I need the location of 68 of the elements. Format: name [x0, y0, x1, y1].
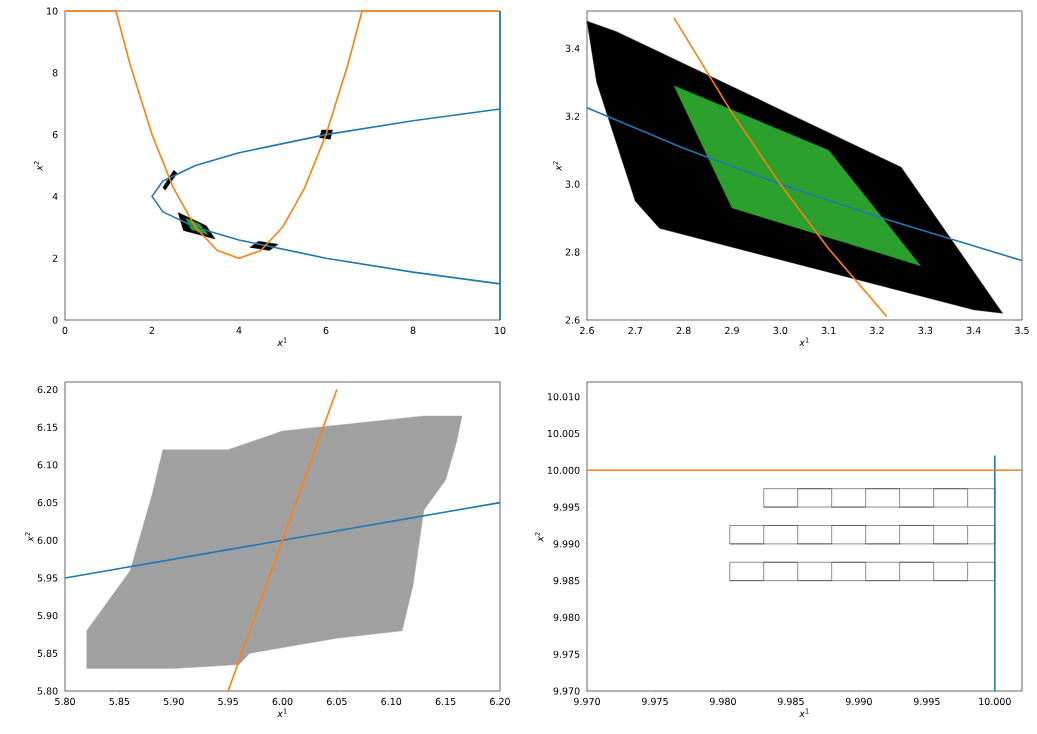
x-tick-label: 5.90: [163, 697, 184, 706]
x-tick-label: 3.0: [773, 326, 788, 335]
x-tick-label: 3.2: [870, 326, 884, 335]
y-tick-label: 6.05: [37, 499, 58, 507]
y-tick-label: 3.4: [565, 44, 580, 52]
x-tick-label: 6: [323, 326, 329, 335]
x-tick-label: 0: [62, 326, 68, 335]
y-tick-label: 3.0: [565, 180, 580, 188]
y-tick-label: 5.95: [37, 574, 58, 582]
x-tick-label: 8: [410, 326, 416, 335]
x-axis-title: x$^{1}$: [277, 337, 287, 347]
y-tick-label: 9.970: [553, 687, 580, 695]
y-tick-label: 9.995: [553, 503, 580, 511]
x-tick-label: 3.1: [821, 326, 836, 335]
x-tick-label: 9.990: [845, 697, 872, 706]
y-tick-label: 2: [52, 254, 58, 262]
x-tick-label: 6.10: [381, 697, 402, 706]
x-tick-label: 5.95: [218, 697, 238, 706]
x-tick-label: 2: [149, 326, 155, 334]
x-axis-title: x$^{1}$: [799, 708, 809, 718]
x-axis-title: x$^{1}$: [277, 708, 287, 718]
y-tick-label: 2.8: [565, 248, 580, 256]
y-tick-label: 9.990: [553, 540, 580, 548]
x-tick-label: 9.975: [641, 697, 668, 706]
y-tick-label: 10.005: [547, 429, 580, 438]
y-tick-label: 9.975: [553, 650, 580, 658]
y-tick-label: 9.980: [553, 613, 580, 622]
y-axis-title: x$^{2}$: [24, 532, 34, 542]
y-tick-label: 6: [52, 131, 58, 139]
x-tick-label: 6.20: [490, 697, 510, 706]
x-axis-title: x$^{1}$: [799, 337, 809, 347]
y-tick-label: 6.00: [37, 536, 58, 544]
x-tick-label: 6.15: [435, 697, 456, 706]
y-tick-label: 6.20: [37, 385, 58, 394]
y-tick-label: 5.80: [37, 687, 58, 695]
y-axis-title: x$^{2}$: [33, 161, 43, 171]
x-tick-label: 3.3: [918, 326, 933, 335]
x-tick-label: 2.7: [628, 326, 643, 334]
y-tick-label: 6.10: [37, 461, 58, 469]
y-tick-label: 0: [52, 316, 58, 324]
x-tick-label: 9.995: [913, 697, 940, 706]
x-tick-label: 9.985: [777, 697, 804, 706]
x-tick-label: 4: [236, 326, 242, 334]
y-tick-label: 8: [52, 69, 58, 77]
x-tick-label: 5.85: [109, 697, 130, 706]
y-tick-label: 10.000: [547, 466, 580, 474]
y-tick-label: 2.6: [565, 316, 580, 324]
x-tick-label: 6.00: [272, 697, 293, 706]
y-tick-label: 5.90: [37, 612, 58, 620]
x-tick-label: 9.980: [709, 697, 736, 706]
x-tick-label: 2.9: [725, 326, 739, 335]
x-tick-label: 10.000: [979, 697, 1011, 706]
x-tick-label: 2.6: [580, 326, 594, 335]
x-tick-label: 9.970: [574, 697, 600, 706]
y-tick-label: 10.010: [547, 393, 580, 401]
y-tick-label: 10: [47, 7, 58, 15]
x-tick-label: 3.4: [966, 326, 981, 335]
y-axis-title: x$^{2}$: [534, 532, 544, 542]
y-tick-label: 4: [52, 192, 58, 200]
y-tick-label: 5.85: [37, 649, 58, 657]
y-axis-title: x$^{2}$: [552, 161, 562, 171]
y-tick-label: 9.985: [553, 577, 580, 585]
x-tick-label: 10: [495, 326, 506, 335]
y-tick-label: 3.2: [565, 112, 580, 120]
x-tick-label: 2.8: [676, 326, 691, 335]
y-tick-label: 6.15: [37, 423, 58, 431]
x-tick-label: 3.5: [1015, 326, 1029, 335]
x-tick-label: 6.05: [326, 697, 347, 706]
